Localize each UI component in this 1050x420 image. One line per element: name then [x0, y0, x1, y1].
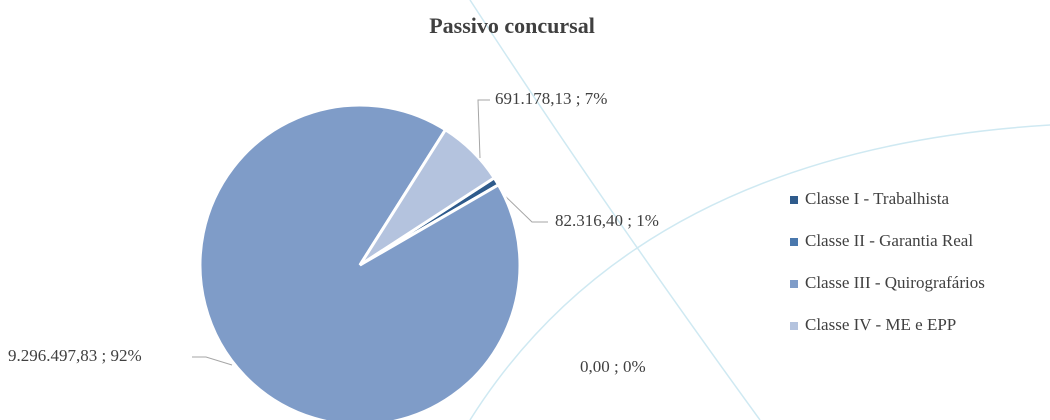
decor-arc	[469, 0, 761, 420]
legend-label: Classe II - Garantia Real	[805, 231, 973, 250]
leader-line	[502, 193, 548, 223]
legend-swatch	[790, 322, 798, 330]
data-label: 9.296.497,83 ; 92%	[8, 346, 142, 365]
legend-swatch	[790, 196, 798, 204]
leader-line	[192, 356, 233, 366]
leader-line	[477, 99, 490, 159]
pie-slice	[358, 127, 497, 267]
data-label: 0,00 ; 0%	[580, 357, 646, 376]
decor-arc	[469, 124, 1050, 420]
legend-label: Classe IV - ME e EPP	[805, 315, 956, 334]
data-label: 82.316,40 ; 1%	[555, 211, 659, 230]
chart-title: Passivo concursal	[429, 13, 595, 38]
legend-label: Classe I - Trabalhista	[805, 189, 949, 208]
legend-swatch	[790, 280, 798, 288]
data-label: 691.178,13 ; 7%	[495, 89, 607, 108]
legend-swatch	[790, 238, 798, 246]
legend-label: Classe III - Quirografários	[805, 273, 985, 292]
